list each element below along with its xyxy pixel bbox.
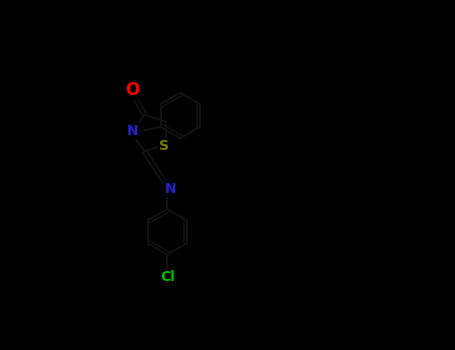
Text: N: N	[164, 182, 176, 196]
Text: Cl: Cl	[160, 270, 175, 284]
Text: O: O	[125, 81, 139, 99]
Text: S: S	[159, 139, 169, 153]
Text: N: N	[127, 124, 139, 138]
